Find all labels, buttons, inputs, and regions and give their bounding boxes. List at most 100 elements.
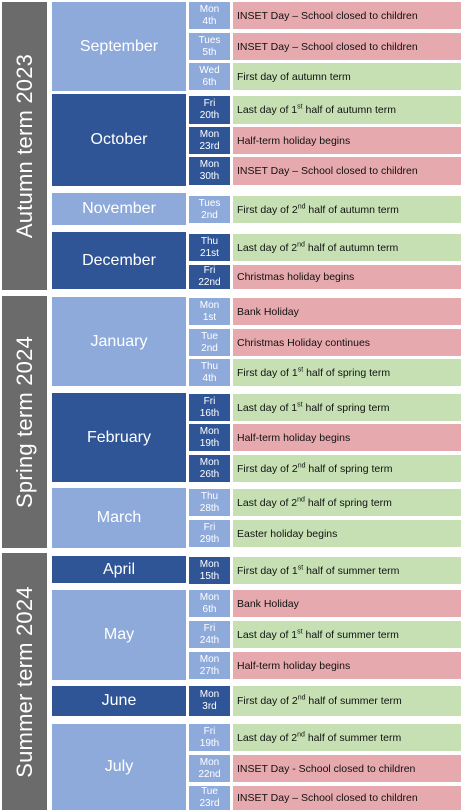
event-cell: Last day of 2nd half of autumn term: [233, 234, 461, 261]
month-november: November: [52, 193, 186, 225]
month-september: September: [52, 2, 186, 91]
day-date: 6th: [202, 76, 217, 88]
day-date: 20th: [199, 110, 220, 121]
event-text: Last day of 2nd half of spring term: [237, 496, 392, 509]
event-text: INSET Day – School closed to children: [237, 792, 418, 804]
month-name: June: [101, 692, 137, 709]
day-cell: Mon 22nd: [189, 755, 230, 782]
month-name: March: [96, 509, 142, 526]
event-text: First day of autumn term: [237, 70, 351, 83]
day-of-week: Mon: [199, 128, 220, 140]
day-cell: Thu 21st: [189, 234, 230, 261]
day-of-week: Tues: [198, 34, 221, 46]
event-text: Bank Holiday: [237, 305, 299, 318]
event-cell: First day of 2nd half of autumn term: [233, 196, 461, 223]
day-date: 28th: [199, 502, 220, 514]
month-april: April: [52, 556, 186, 583]
day-date: 21st: [200, 247, 219, 259]
month-name: May: [103, 626, 135, 643]
day-cell: Mon 26th: [189, 455, 230, 482]
month-name: November: [82, 200, 156, 217]
month-name: September: [79, 37, 159, 55]
day-cell: Tue 23rd: [189, 786, 230, 810]
month-march: March: [52, 488, 186, 548]
event-cell: INSET Day – School closed to children: [233, 786, 461, 810]
event-cell: Christmas holiday begins: [233, 265, 461, 289]
day-cell: Mon 1st: [189, 298, 230, 325]
event-cell: Last day of 1st half of spring term: [233, 394, 461, 421]
month-name: February: [86, 428, 152, 446]
event-cell: Last day of 2nd half of summer term: [233, 724, 461, 751]
day-of-week: Mon: [199, 558, 220, 570]
event-cell: Last day of 1st half of summer term: [233, 621, 461, 648]
month-may: May: [52, 590, 186, 680]
event-text: Last day of 1st half of autumn term: [237, 103, 396, 117]
day-of-week: Fri: [203, 265, 216, 276]
month-name: October: [90, 131, 148, 148]
term-label: Spring term 2024: [11, 336, 37, 508]
day-of-week: Mon: [199, 756, 220, 768]
day-cell: Mon 30th: [189, 157, 230, 185]
event-text: INSET Day – School closed to children: [237, 40, 418, 53]
event-text: Half-term holiday begins: [237, 659, 351, 672]
day-cell: Fri 24th: [189, 621, 230, 648]
event-cell: INSET Day - School closed to children: [233, 755, 461, 782]
day-of-week: Mon: [199, 425, 220, 437]
day-date: 26th: [199, 468, 220, 480]
event-cell: First day of 1st half of spring term: [233, 359, 461, 386]
day-of-week: Wed: [199, 64, 220, 76]
event-text: Last day of 1st half of summer term: [237, 628, 399, 641]
day-date: 30th: [199, 171, 220, 182]
day-cell: Mon 23rd: [189, 127, 230, 154]
day-date: 19th: [199, 737, 220, 749]
day-date: 16th: [199, 407, 220, 419]
month-name: December: [82, 251, 156, 269]
day-cell: Wed 6th: [189, 63, 230, 90]
day-of-week: Tue: [201, 786, 218, 797]
event-cell: First day of 2nd half of summer term: [233, 686, 461, 716]
day-of-week: Mon: [199, 299, 220, 311]
day-of-week: Thu: [200, 490, 219, 502]
day-cell: Mon 3rd: [189, 686, 230, 716]
day-cell: Fri 22nd: [189, 265, 230, 289]
day-cell: Thu 28th: [189, 489, 230, 516]
day-date: 5th: [202, 46, 217, 58]
day-cell: Fri 29th: [189, 520, 230, 547]
day-date: 4th: [202, 372, 217, 384]
event-text: INSET Day – School closed to children: [237, 9, 418, 22]
day-of-week: Fri: [203, 395, 216, 407]
month-december: December: [52, 232, 186, 289]
day-of-week: Fri: [203, 622, 216, 634]
event-text: INSET Day – School closed to children: [237, 165, 418, 177]
event-text: First day of 1st half of spring term: [237, 366, 391, 379]
event-cell: Half-term holiday begins: [233, 127, 461, 154]
event-cell: First day of 2nd half of spring term: [233, 455, 461, 482]
event-text: Christmas Holiday continues: [237, 336, 371, 349]
event-cell: First day of autumn term: [233, 63, 461, 90]
day-date: 4th: [202, 15, 217, 27]
day-date: 29th: [199, 533, 220, 545]
event-cell: Easter holiday begins: [233, 520, 461, 547]
event-cell: Bank Holiday: [233, 590, 461, 617]
term-label: Autumn term 2023: [11, 53, 37, 239]
day-of-week: Thu: [200, 360, 219, 372]
event-cell: Half-term holiday begins: [233, 652, 461, 679]
day-date: 6th: [202, 603, 217, 615]
day-date: 22nd: [198, 277, 221, 288]
day-date: 22nd: [198, 768, 221, 780]
event-text: Easter holiday begins: [237, 527, 338, 540]
day-cell: Mon 15th: [189, 557, 230, 584]
day-of-week: Fri: [203, 98, 216, 109]
event-text: Bank Holiday: [237, 597, 299, 610]
event-text: Last day of 2nd half of summer term: [237, 731, 402, 744]
month-june: June: [52, 686, 186, 716]
event-text: First day of 2nd half of spring term: [237, 462, 393, 475]
day-of-week: Mon: [199, 456, 220, 468]
day-cell: Tues 2nd: [189, 196, 230, 223]
day-date: 19th: [199, 437, 220, 449]
event-cell: Bank Holiday: [233, 298, 461, 325]
event-text: Half-term holiday begins: [237, 431, 351, 444]
event-cell: Christmas Holiday continues: [233, 329, 461, 356]
month-name: April: [102, 560, 135, 578]
day-of-week: Fri: [203, 521, 216, 533]
